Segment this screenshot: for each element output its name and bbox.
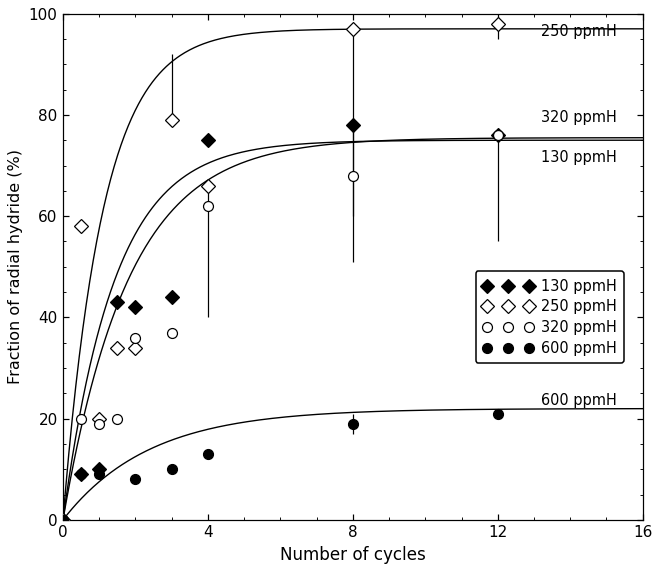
Text: 250 ppmH: 250 ppmH	[541, 24, 617, 39]
Y-axis label: Fraction of radial hydride (%): Fraction of radial hydride (%)	[8, 149, 22, 384]
Text: 130 ppmH: 130 ppmH	[541, 150, 617, 165]
Text: 600 ppmH: 600 ppmH	[541, 394, 617, 408]
X-axis label: Number of cycles: Number of cycles	[280, 546, 426, 565]
Legend: 130 ppmH, 250 ppmH, 320 ppmH, 600 ppmH: 130 ppmH, 250 ppmH, 320 ppmH, 600 ppmH	[475, 272, 624, 363]
Text: 320 ppmH: 320 ppmH	[541, 110, 617, 125]
